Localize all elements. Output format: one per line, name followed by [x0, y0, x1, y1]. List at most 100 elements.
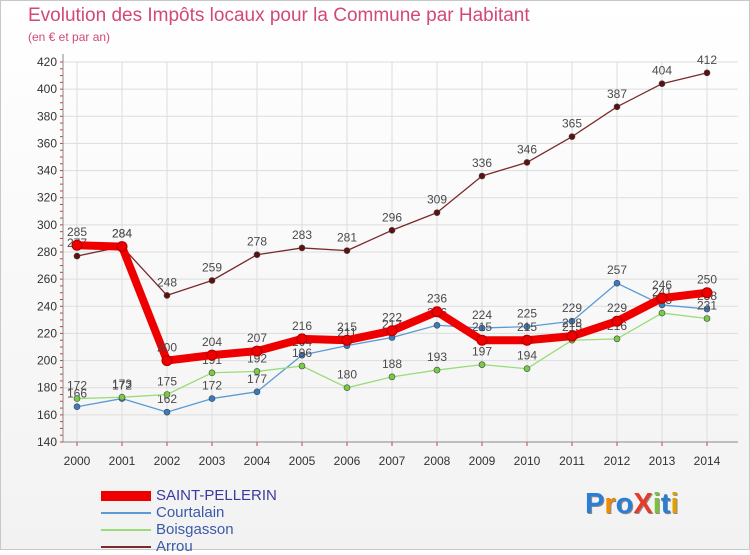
legend-swatch	[101, 490, 151, 501]
legend-swatch	[101, 545, 151, 548]
data-point	[521, 334, 533, 346]
data-label: 200	[157, 341, 177, 355]
data-point	[523, 365, 531, 373]
data-point	[433, 209, 441, 216]
data-label: 404	[652, 64, 672, 78]
data-label: 215	[517, 320, 537, 334]
data-point	[566, 330, 578, 342]
x-tick-label: 2008	[424, 454, 451, 468]
data-point	[341, 334, 353, 346]
data-point	[476, 334, 488, 346]
data-point	[388, 226, 396, 234]
data-label: 193	[427, 350, 447, 364]
data-point	[478, 361, 486, 368]
data-label: 336	[472, 156, 492, 170]
data-point	[71, 239, 83, 251]
legend-swatch	[101, 511, 151, 514]
data-label: 365	[562, 117, 582, 131]
data-point	[251, 345, 263, 357]
data-point	[73, 395, 81, 402]
y-tick-label: 300	[37, 218, 57, 232]
x-tick-label: 2002	[154, 454, 181, 468]
data-point	[208, 369, 216, 377]
y-tick-label: 320	[37, 191, 57, 205]
data-point	[298, 244, 306, 252]
data-point	[253, 368, 261, 375]
data-label: 259	[202, 261, 222, 275]
x-tick-label: 2005	[289, 454, 316, 468]
data-label: 309	[427, 193, 447, 207]
data-label: 166	[67, 387, 87, 401]
data-label: 194	[517, 349, 537, 363]
data-point	[206, 349, 218, 361]
legend-label: SAINT-PELLERIN	[156, 487, 277, 504]
y-tick-label: 140	[37, 435, 57, 449]
data-label: 278	[247, 235, 267, 249]
x-tick-label: 2007	[379, 454, 406, 468]
data-point	[118, 393, 126, 401]
data-label: 216	[292, 319, 312, 333]
data-label: 162	[157, 392, 177, 406]
data-label: 172	[202, 379, 222, 393]
data-label: 284	[112, 227, 132, 241]
y-tick-label: 360	[37, 136, 57, 150]
data-label: 215	[337, 320, 357, 334]
data-point	[388, 373, 396, 381]
x-tick-label: 2011	[559, 454, 585, 468]
data-point	[208, 395, 216, 402]
x-tick-label: 2014	[694, 454, 721, 468]
data-label: 172	[67, 379, 87, 393]
legend-label: Arrou	[156, 538, 193, 555]
data-label: 281	[337, 231, 357, 245]
data-label: 225	[517, 307, 537, 321]
x-tick-label: 2001	[109, 454, 136, 468]
data-label: 180	[337, 368, 357, 382]
data-label: 296	[382, 210, 402, 224]
data-label: 229	[562, 301, 582, 315]
data-point	[298, 362, 306, 370]
data-label: 248	[157, 275, 177, 289]
data-point	[613, 279, 621, 287]
data-point	[433, 366, 441, 374]
data-point	[703, 305, 711, 313]
x-tick-label: 2003	[199, 454, 226, 468]
data-point	[116, 241, 128, 253]
data-point	[478, 324, 486, 332]
data-point	[701, 287, 713, 299]
data-label: 196	[292, 346, 312, 360]
y-tick-label: 280	[37, 245, 57, 259]
data-point	[73, 403, 81, 411]
y-tick-label: 380	[37, 109, 57, 123]
legend-swatch	[101, 528, 151, 531]
x-tick-label: 2009	[469, 454, 496, 468]
data-point	[163, 408, 171, 416]
data-label: 229	[607, 301, 627, 315]
data-label: 172	[112, 379, 132, 393]
y-tick-label: 240	[37, 299, 57, 313]
data-point	[208, 277, 216, 284]
data-label: 204	[202, 335, 222, 349]
data-label: 175	[157, 375, 177, 389]
data-point	[253, 388, 261, 396]
chart-subtitle: (en € et par an)	[28, 30, 111, 44]
data-point	[343, 247, 351, 254]
data-label: 177	[247, 372, 267, 386]
data-point	[386, 325, 398, 337]
data-label: 222	[382, 311, 402, 325]
data-label: 257	[607, 263, 627, 277]
y-tick-label: 340	[37, 164, 57, 178]
data-point	[613, 103, 621, 111]
data-point	[703, 315, 711, 322]
y-tick-label: 180	[37, 381, 57, 395]
data-point	[523, 323, 531, 330]
data-point	[568, 317, 576, 325]
x-tick-label: 2013	[649, 454, 676, 468]
data-label: 215	[472, 320, 492, 334]
data-point	[613, 335, 621, 343]
data-label: 173	[112, 377, 132, 391]
x-tick-label: 2000	[64, 454, 91, 468]
legend-label: Courtalain	[156, 504, 225, 521]
data-point	[658, 309, 666, 317]
